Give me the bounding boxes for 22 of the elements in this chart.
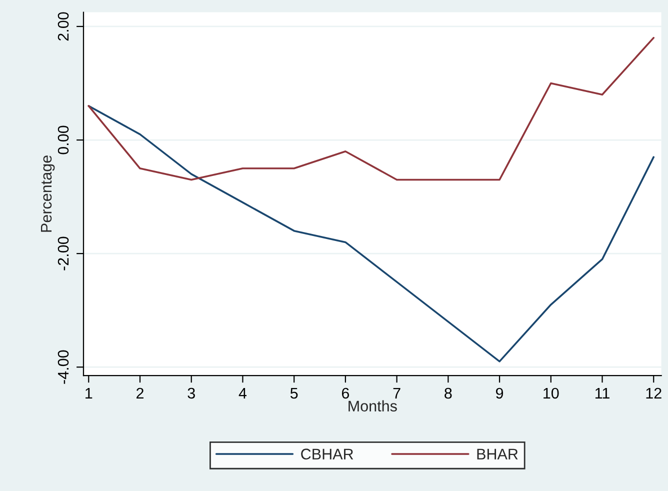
y-tick-label: 2.00: [58, 12, 69, 41]
x-tick-label: 8: [444, 388, 452, 399]
x-tick-label: 4: [238, 388, 247, 398]
x-tick-label: 2: [136, 388, 144, 398]
x-tick-label: 9: [496, 388, 504, 399]
x-tick-label: 6: [342, 388, 350, 399]
x-axis-title: Months: [348, 400, 397, 412]
y-tick-label: -4.00: [58, 350, 69, 384]
legend-label: CBHAR: [301, 448, 354, 460]
y-axis-title: Percentage: [40, 156, 55, 232]
line-series: [88, 105, 655, 362]
x-tick-label: 3: [188, 388, 195, 399]
x-tick-label: 1: [86, 388, 92, 398]
line-series: [88, 36, 655, 181]
x-tick-label: 5: [290, 388, 298, 399]
x-tick-label: 11: [595, 388, 610, 398]
y-tick-label: 0.00: [58, 126, 69, 154]
x-tick-label: 10: [544, 388, 559, 399]
y-tick-label: -2.00: [58, 236, 69, 270]
x-tick-label: 7: [393, 388, 400, 398]
x-tick-label: 12: [646, 388, 662, 398]
legend-label: BHAR: [477, 448, 518, 460]
